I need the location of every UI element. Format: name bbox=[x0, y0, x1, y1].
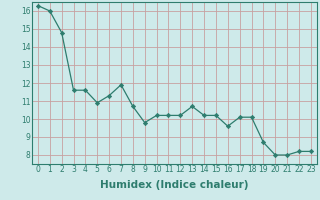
X-axis label: Humidex (Indice chaleur): Humidex (Indice chaleur) bbox=[100, 180, 249, 190]
